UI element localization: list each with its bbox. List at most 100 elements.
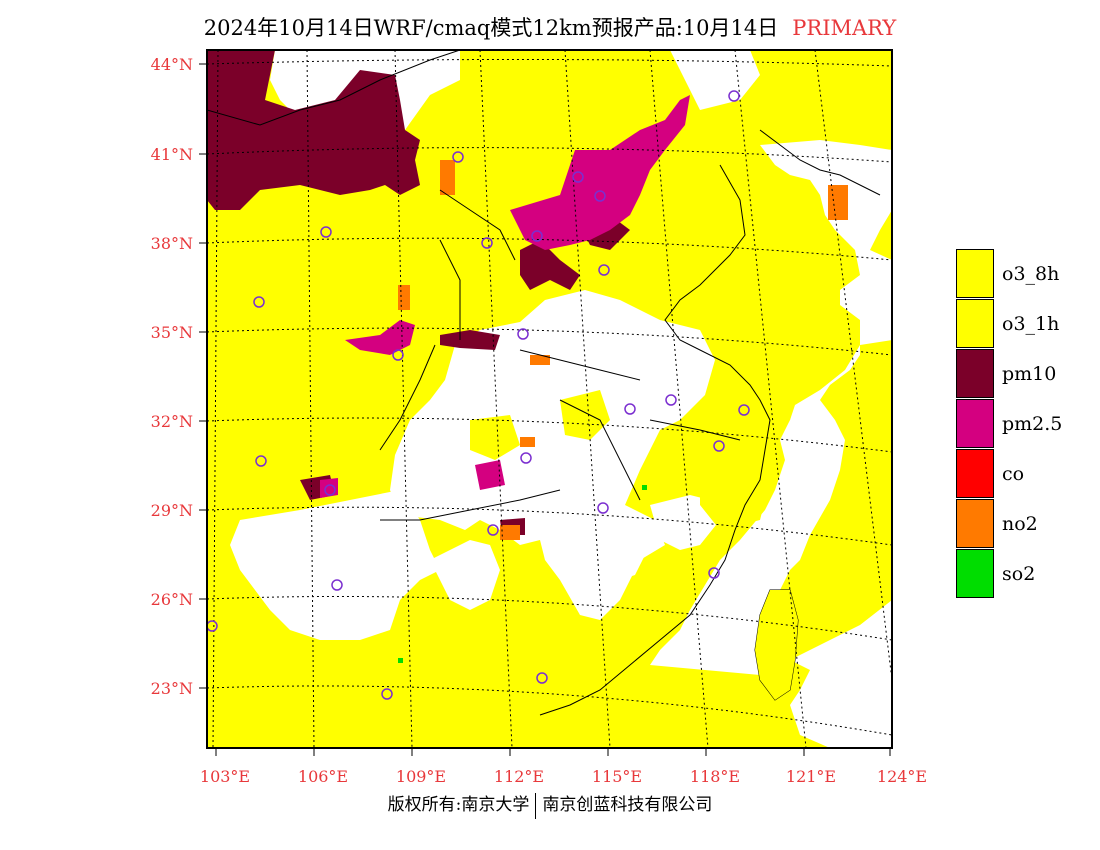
footer-left: 版权所有:南京大学 — [387, 795, 530, 815]
footer-separator — [535, 792, 537, 819]
ozone-patch-2 — [470, 415, 520, 460]
ozone-patch-5 — [480, 600, 560, 670]
legend-item-o3-1h: o3_1h — [956, 299, 1086, 349]
station-marker — [381, 688, 393, 700]
title-text: 2024年10月14日WRF/cmaq模式12km预报产品:10月14日 — [203, 16, 779, 40]
legend-swatch — [956, 449, 994, 498]
legend-item-pm10: pm10 — [956, 349, 1086, 399]
clean-region-sea-north — [670, 50, 760, 110]
pm25-region-north-china — [510, 95, 690, 250]
taiwan-land — [755, 590, 798, 700]
ozone-patch-3 — [720, 345, 800, 440]
station-marker — [392, 349, 404, 361]
national-border — [207, 50, 461, 126]
meridian — [479, 50, 513, 748]
no2-spot — [398, 285, 410, 310]
legend-swatch — [956, 499, 994, 548]
no2-spot — [828, 185, 848, 220]
province-line — [379, 189, 741, 521]
axis-ticks — [199, 63, 891, 756]
stations — [207, 90, 750, 700]
lon-label: 112°E — [494, 767, 544, 786]
footer-right: 南京创蓝科技有限公司 — [542, 795, 713, 815]
lat-label: 29°N — [151, 501, 193, 520]
meridian — [306, 50, 315, 748]
legend-label: so2 — [1002, 563, 1036, 585]
no2-spot — [520, 437, 535, 447]
lat-labels: 44°N 41°N 38°N 35°N 32°N 29°N 26°N 23°N — [151, 55, 193, 698]
pm25-regions — [320, 95, 690, 498]
title-tag: PRIMARY — [792, 16, 897, 40]
lon-label: 103°E — [200, 767, 250, 786]
station-marker — [324, 484, 336, 496]
pm25-region-west — [345, 320, 415, 355]
station-marker — [536, 672, 548, 684]
lon-label: 118°E — [690, 767, 740, 786]
station-marker — [487, 524, 499, 536]
lat-label: 23°N — [151, 679, 193, 698]
map-area — [207, 50, 892, 748]
legend-item-co: co — [956, 449, 1086, 499]
so2-spot — [398, 658, 403, 663]
clean-region-east — [650, 495, 720, 550]
station-marker — [598, 264, 610, 276]
ozone-patch-4 — [700, 450, 770, 530]
station-marker — [531, 230, 543, 242]
meridian — [394, 50, 413, 748]
pm10-region-band — [440, 330, 500, 350]
legend-item-o3-8h: o3_8h — [956, 249, 1086, 299]
clean-region-southeast — [605, 520, 650, 580]
station-marker — [665, 394, 677, 406]
lon-label: 109°E — [396, 767, 446, 786]
lon-label: 106°E — [298, 767, 348, 786]
no2-spot — [530, 355, 550, 365]
station-marker — [517, 328, 529, 340]
clean-region-southwest — [230, 490, 440, 640]
meridian — [814, 50, 892, 681]
lat-label: 35°N — [151, 323, 193, 342]
no2-spot — [500, 525, 520, 540]
copyright-footer: 版权所有:南京大学 南京创蓝科技有限公司 — [0, 790, 1100, 819]
lat-label: 32°N — [151, 412, 193, 431]
meridian — [212, 50, 219, 748]
ozone-patches — [470, 345, 800, 670]
map-frame — [206, 49, 893, 749]
legend-item-pm2-5: pm2.5 — [956, 399, 1086, 449]
clean-region-taiwan-strait — [735, 580, 775, 650]
lon-label: 121°E — [786, 767, 836, 786]
so2-spot — [642, 485, 647, 490]
legend-label: no2 — [1002, 513, 1038, 535]
station-marker — [255, 455, 267, 467]
station-marker — [331, 579, 343, 591]
lon-label: 115°E — [592, 767, 642, 786]
coastline — [539, 129, 881, 716]
clean-region-sea-east — [650, 140, 892, 748]
map-title: 2024年10月14日WRF/cmaq模式12km预报产品:10月14日 PRIM… — [0, 12, 1100, 42]
legend-swatch — [956, 399, 994, 448]
station-marker — [207, 620, 218, 632]
legend: o3_8h o3_1h pm10 pm2.5 co no2 so2 — [956, 249, 1086, 599]
station-marker — [452, 151, 464, 163]
station-marker — [708, 567, 720, 579]
legend-swatch — [956, 249, 994, 298]
lat-label: 44°N — [151, 55, 193, 74]
station-marker — [728, 90, 740, 102]
station-marker — [738, 404, 750, 416]
station-marker — [253, 296, 265, 308]
lat-label: 41°N — [151, 145, 193, 164]
legend-item-so2: so2 — [956, 549, 1086, 599]
legend-swatch — [956, 549, 994, 598]
station-marker — [320, 226, 332, 238]
legend-item-no2: no2 — [956, 499, 1086, 549]
pm25-region-central — [475, 460, 505, 490]
legend-swatch — [956, 349, 994, 398]
station-marker — [597, 502, 609, 514]
legend-label: pm2.5 — [1002, 413, 1063, 435]
lat-label: 38°N — [151, 234, 193, 253]
legend-label: o3_8h — [1002, 263, 1060, 285]
boundaries — [207, 50, 881, 716]
graticule — [207, 50, 892, 748]
meridian — [734, 50, 807, 748]
clean-region-south — [430, 540, 500, 610]
station-marker — [713, 440, 725, 452]
